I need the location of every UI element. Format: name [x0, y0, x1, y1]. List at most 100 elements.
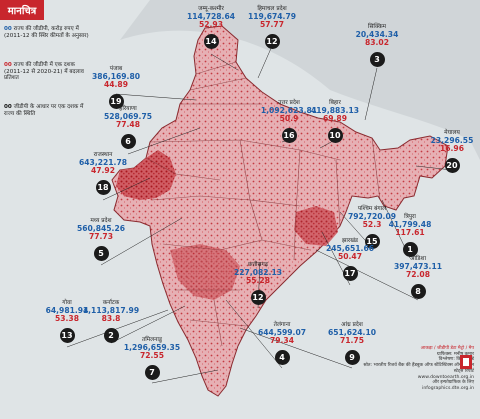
state-rank-badge: 18 [95, 180, 111, 196]
state-gdp: 643,221.78 [78, 157, 128, 167]
state-rank-badge: 16 [281, 128, 297, 144]
state-gdp: 64,981.94 [45, 305, 89, 315]
state-gdp: 560,845.26 [76, 223, 126, 233]
state-gdp: 245,651.66 [325, 243, 375, 253]
state-rank-badge: 12 [250, 290, 266, 306]
state-gdp: 119,674.79 [247, 11, 297, 21]
state-gdp: 397,473.11 [393, 261, 443, 271]
state-name: त्रिपुरा [404, 214, 416, 220]
legend-growth: 00 राज्य की जीडीपी में एक दशक (2011-12 स… [4, 62, 90, 82]
state-label: कर्नाटक 1,113,817.99 83.8 2 [71, 300, 151, 344]
state-name: हिमाचल प्रदेश [257, 6, 287, 12]
state-label: पंजाब 386,169.80 44.89 19 [76, 66, 156, 110]
state-gdp: 41,799.48 [388, 219, 432, 229]
state-gdp: 114,728.64 [186, 11, 236, 21]
credits-graphics: ग्राफिक्स: मनीष कुमार [436, 351, 474, 357]
credits-source: स्रोत: भारतीय रिजर्व बैंक की हैंडबुक ऑफ … [363, 363, 474, 374]
state-gdp: 1,296,659.35 [123, 342, 181, 352]
state-name: झारखंड [341, 238, 359, 244]
state-growth: 47.92 [90, 166, 116, 176]
leader-lines [66, 45, 453, 384]
state-growth: 44.89 [103, 80, 129, 90]
state-growth: 69.89 [322, 114, 348, 124]
state-gdp: 419,883.13 [310, 105, 360, 115]
state-rank-badge: 7 [144, 365, 160, 381]
state-rank-badge: 5 [93, 246, 109, 262]
state-name: कर्नाटक [102, 300, 120, 306]
state-label: हरियाणा 528,069.75 77.48 6 [88, 106, 168, 150]
state-label: बिहार 419,883.13 69.89 10 [295, 100, 375, 144]
state-growth: 57.77 [259, 20, 285, 30]
state-rank-badge: 3 [369, 52, 385, 68]
state-label: पश्चिम बंगाल 792,720.09 52.3 15 [332, 206, 412, 250]
state-name: उत्तर प्रदेश [278, 100, 300, 106]
state-growth: 55.28 [245, 276, 271, 286]
state-rank-badge: 4 [274, 350, 290, 366]
state-growth: 50.47 [337, 252, 363, 262]
state-label: झारखंड 245,651.66 50.47 17 [310, 238, 390, 282]
state-name: तमिलनाडु [141, 337, 163, 343]
credits-infographics-url[interactable]: infographics.dte.org.in [422, 386, 474, 392]
state-rank-badge: 17 [342, 266, 358, 282]
state-rank-badge: 2 [103, 328, 119, 344]
state-growth: 79.34 [269, 336, 295, 346]
state-label: ओडिशा 397,473.11 72.08 8 [378, 256, 458, 300]
state-gdp: 1,092,623.81 [260, 105, 318, 115]
state-rank-badge: 9 [344, 350, 360, 366]
state-rank-badge: 8 [410, 284, 426, 300]
legend-gdp-key: 00 [4, 26, 12, 32]
state-rank-badge: 19 [108, 94, 124, 110]
credits-more: और इन्फोग्राफिक के लिए [432, 380, 474, 386]
state-rank-badge: 20 [444, 158, 460, 174]
state-rank-badge: 12 [264, 34, 280, 50]
state-growth: 83.02 [364, 38, 390, 48]
state-name: जम्मू-कश्मीर [198, 6, 224, 12]
state-growth: 72.08 [405, 270, 431, 280]
map-title: मानचित्र [0, 0, 44, 20]
state-gdp: 1,113,817.99 [82, 305, 140, 315]
state-label: तमिलनाडु 1,296,659.35 72.55 7 [112, 337, 192, 381]
state-rank-badge: 15 [364, 234, 380, 250]
state-label: राजस्थान 643,221.78 47.92 18 [63, 152, 143, 196]
state-name: हरियाणा [119, 106, 137, 112]
himalaya-terrain [120, 0, 480, 160]
credits-url[interactable]: www.downtoearth.org.in [417, 374, 474, 380]
state-growth: 71.75 [339, 336, 365, 346]
state-name: सिक्किम [368, 24, 386, 30]
legend-growth-text: राज्य की जीडीपी में एक दशक (2011-12 से 2… [4, 62, 84, 82]
state-gdp: 792,720.09 [347, 211, 397, 221]
state-name: राजस्थान [93, 152, 113, 158]
state-label: जम्मू-कश्मीर 114,728.64 52.93 14 [171, 6, 251, 50]
state-name: बिहार [329, 100, 341, 106]
state-growth: 77.48 [115, 120, 141, 130]
state-gdp: 528,069.75 [103, 111, 153, 121]
state-name: पंजाब [109, 66, 123, 72]
state-borders [145, 61, 381, 347]
state-name: मध्य प्रदेश [90, 218, 112, 224]
state-growth: 52.3 [362, 220, 382, 230]
legend-growth-key: 00 [4, 62, 12, 68]
state-label: मध्य प्रदेश 560,845.26 77.73 5 [61, 218, 141, 262]
state-label: तेलंगाना 644,599.07 79.34 4 [242, 322, 322, 366]
state-label: हिमाचल प्रदेश 119,674.79 57.77 12 [232, 6, 312, 50]
state-name: तेलंगाना [273, 322, 291, 328]
state-growth: 16.96 [439, 144, 465, 154]
state-growth: 53.38 [54, 314, 80, 324]
rajasthan-gujarat-dense [116, 150, 176, 200]
state-gdp: 651,624.10 [327, 327, 377, 337]
brand-logo-icon [460, 355, 472, 369]
legend-rank-key: 00 [4, 104, 12, 110]
state-growth: 77.73 [88, 232, 114, 242]
state-rank-badge: 14 [203, 34, 219, 50]
credits-heading: आकड़ा / जीडीपी डेटा मैट्रो / मैप [420, 346, 474, 351]
state-name: छत्तीसगढ़ [247, 262, 269, 268]
state-growth: 117.61 [395, 228, 425, 238]
state-growth: 50.9 [279, 114, 299, 124]
legend-gdp-text: राज्य की जीडीपी, करोड़ रुपए में (2011-12… [4, 26, 89, 39]
credits-analysis: विश्लेषण: किरण पांडे [438, 357, 474, 363]
state-growth: 72.55 [139, 351, 165, 361]
state-gdp: 386,169.80 [91, 71, 141, 81]
deccan-dense [170, 244, 240, 300]
state-gdp: 23,296.55 [430, 135, 474, 145]
